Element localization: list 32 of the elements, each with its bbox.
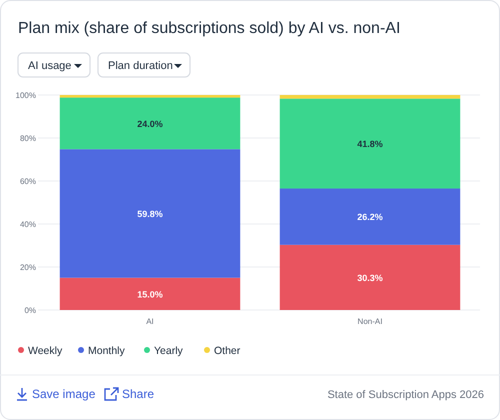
text: State of Subscription Apps 2026 (327, 389, 484, 401)
bar (60, 98, 240, 150)
bar (280, 244, 460, 310)
dropdown-button: Plan duration (98, 52, 190, 78)
legend-label: Weekly (28, 345, 63, 357)
data-label: 24.0% (137, 118, 163, 129)
legend-label: Monthly (88, 345, 126, 357)
bar (280, 95, 460, 99)
y-tick-label: 80% (20, 134, 36, 143)
y-tick-label: 40% (20, 220, 36, 229)
y-tick-label: 60% (20, 177, 36, 186)
text: Save image (32, 387, 96, 401)
dropdown-button: AI usage (18, 52, 90, 78)
x-tick-label: AI (146, 317, 154, 326)
text: Share (122, 387, 154, 401)
bar (280, 188, 460, 245)
legend-label: Yearly (154, 345, 184, 357)
bar (60, 95, 240, 98)
chart-title: Plan mix (share of subscriptions sold) by AI vs. non-AI (18, 20, 400, 37)
data-label: 41.8% (357, 139, 383, 150)
y-tick-label: 20% (20, 263, 36, 272)
data-label: 26.2% (357, 212, 383, 222)
bar (60, 149, 240, 278)
data-label: 15.0% (137, 289, 163, 300)
bar (280, 98, 460, 189)
data-label: 59.8% (137, 208, 163, 219)
x-tick-label: Non-AI (358, 317, 382, 326)
bar (60, 278, 240, 310)
y-tick-label: 100% (16, 91, 36, 100)
legend-label: Other (214, 345, 241, 357)
y-tick-label: 0% (24, 306, 36, 315)
data-label: 30.3% (357, 272, 383, 283)
